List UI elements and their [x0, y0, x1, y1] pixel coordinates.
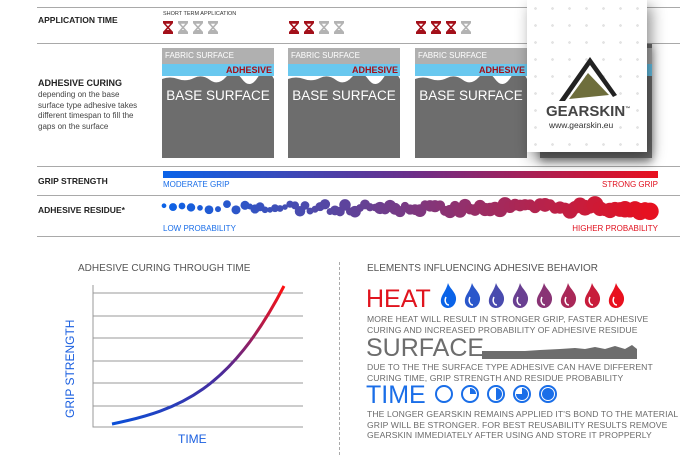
residue-blob	[282, 204, 288, 210]
residue-blob	[178, 202, 186, 210]
divider	[37, 236, 680, 237]
flame-icon	[512, 283, 529, 313]
gearskin-logo-card: GEARSKIN™ www.gearskin.eu	[527, 0, 647, 152]
fabric-surface-label: FABRIC SURFACE	[162, 48, 274, 64]
adhesive-curing-title: ADHESIVE CURING	[38, 78, 123, 88]
flame-icon	[536, 283, 553, 313]
divider	[37, 166, 680, 167]
hourglass-icon	[318, 21, 330, 34]
elements-title: ELEMENTS INFLUENCING ADHESIVE BEHAVIOR	[367, 263, 598, 274]
curve-chart	[92, 285, 303, 428]
hourglass-icon	[333, 21, 345, 34]
gearskin-brand: GEARSKIN™	[546, 103, 631, 120]
hourglass-icon	[162, 21, 174, 34]
hourglass-group	[288, 21, 349, 39]
gearskin-logo-icon	[559, 57, 617, 101]
fabric-surface-label: FABRIC SURFACE	[288, 48, 400, 64]
curve-chart-title: ADHESIVE CURING THROUGH TIME	[78, 263, 251, 274]
hourglass-icon	[460, 21, 472, 34]
heat-desc: MORE HEAT WILL RESULT IN STRONGER GRIP, …	[367, 314, 649, 335]
clock-icon	[461, 385, 479, 408]
hourglass-icon	[192, 21, 204, 34]
surface-desc: DUE TO THE THE SURFACE TYPE ADHESIVE CAN…	[367, 362, 653, 383]
clock-icon	[435, 385, 453, 408]
surface-column: FABRIC SURFACE ADHESIVE BASE SURFACE	[415, 44, 527, 158]
curve-ylabel: GRIP STRENGTH	[63, 319, 77, 418]
residue-blob	[261, 206, 269, 214]
heat-label: HEAT	[366, 285, 431, 313]
grip-low-label: MODERATE GRIP	[163, 180, 230, 189]
hourglass-icon	[177, 21, 189, 34]
hourglass-icon	[288, 21, 300, 34]
time-desc: THE LONGER GEARSKIN REMAINS APPLIED IT'S…	[367, 409, 678, 440]
time-label: TIME	[366, 381, 426, 409]
adhesive-curing-desc: depending on the base surface type adhes…	[38, 90, 138, 131]
short-term-label: SHORT TERM APPLICATION	[163, 11, 237, 17]
clock-icon	[513, 385, 531, 408]
residue-blob	[215, 206, 221, 213]
residue-blob	[319, 199, 331, 210]
residue-blob	[339, 199, 351, 211]
adhesive-label: ADHESIVE	[288, 64, 400, 76]
divider	[37, 195, 680, 196]
residue-blob	[197, 205, 203, 211]
residue-blob	[161, 203, 167, 209]
residue-blob	[223, 200, 231, 209]
flame-icon	[560, 283, 577, 313]
flame-icon	[464, 283, 481, 313]
hourglass-icon	[303, 21, 315, 34]
surface-column: FABRIC SURFACE ADHESIVE BASE SURFACE	[288, 44, 400, 158]
curve-line	[111, 285, 286, 426]
base-surface-label: BASE SURFACE	[419, 88, 523, 103]
axes	[92, 285, 303, 428]
flame-icon	[584, 283, 601, 313]
residue-high-label: HIGHER PROBABILITY	[572, 224, 658, 233]
hourglass-group	[415, 21, 476, 39]
base-surface-shape	[288, 76, 400, 158]
flame-icon	[440, 283, 457, 313]
residue-blob	[641, 202, 659, 221]
adhesive-residue-label: ADHESIVE RESIDUE*	[38, 205, 125, 215]
surface-label: SURFACE	[366, 334, 485, 362]
surface-column: FABRIC SURFACE ADHESIVE BASE SURFACE	[162, 44, 274, 158]
base-surface-shape	[162, 76, 274, 158]
grip-strength-bar	[163, 171, 658, 178]
adhesive-label: ADHESIVE	[162, 64, 274, 76]
base-surface-label: BASE SURFACE	[166, 88, 270, 103]
hourglass-group	[162, 21, 223, 39]
grip-high-label: STRONG GRIP	[601, 180, 658, 189]
base-surface-shape	[415, 76, 527, 158]
residue-blob	[271, 204, 279, 213]
base-surface-label: BASE SURFACE	[292, 88, 396, 103]
flame-icon	[608, 283, 625, 313]
vertical-divider	[339, 262, 340, 455]
residue-blobs	[161, 196, 659, 221]
surface-profile-icon	[482, 345, 637, 359]
adhesive-label: ADHESIVE	[415, 64, 527, 76]
residue-blob	[169, 203, 177, 212]
curve-xlabel: TIME	[178, 432, 207, 446]
hourglass-icon	[445, 21, 457, 34]
residue-blob	[276, 205, 284, 212]
clock-icon	[487, 385, 505, 408]
hourglass-icon	[207, 21, 219, 34]
residue-low-label: LOW PROBABILITY	[163, 224, 236, 233]
residue-blob	[204, 205, 214, 215]
clock-icon	[539, 385, 557, 408]
residue-blob	[300, 201, 310, 210]
residue-blob	[231, 205, 241, 215]
hourglass-icon	[430, 21, 442, 34]
hourglass-icon	[415, 21, 427, 34]
fabric-surface-label: FABRIC SURFACE	[415, 48, 527, 64]
application-time-label: APPLICATION TIME	[38, 15, 118, 25]
residue-blob	[186, 203, 196, 212]
grip-strength-label: GRIP STRENGTH	[38, 176, 108, 186]
divider	[37, 43, 680, 44]
divider	[37, 7, 680, 8]
flame-icon	[488, 283, 505, 313]
gearskin-url: www.gearskin.eu	[549, 120, 614, 130]
